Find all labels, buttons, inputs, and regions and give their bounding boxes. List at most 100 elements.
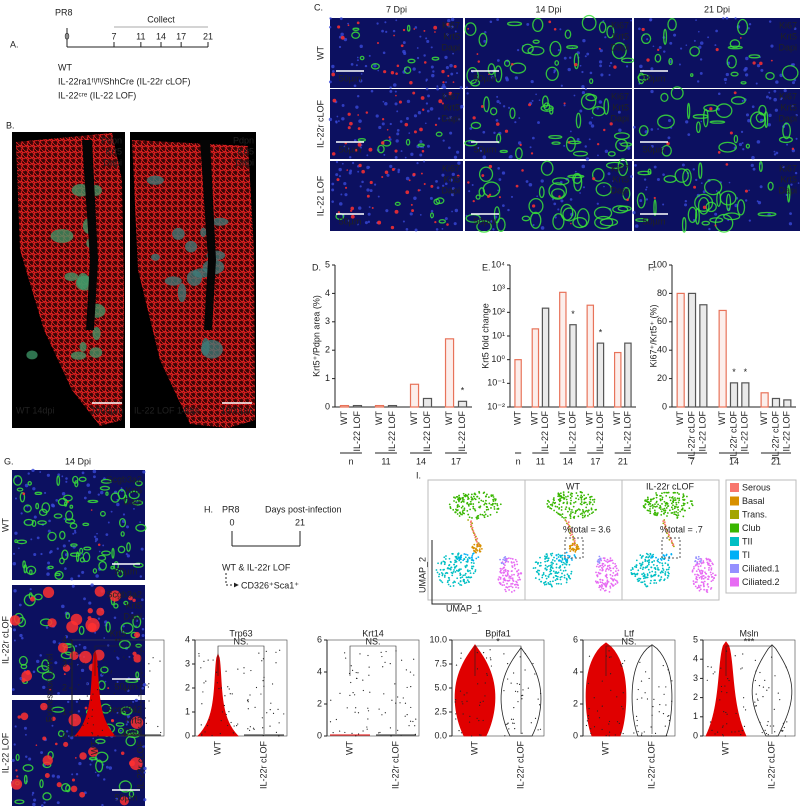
umap-cell	[457, 557, 459, 560]
umap-cell	[496, 504, 499, 507]
krt5-signal	[606, 25, 615, 39]
umap-cell	[580, 498, 583, 501]
umap-cell	[668, 566, 671, 569]
nucleus	[142, 683, 147, 687]
cell-point	[463, 694, 465, 696]
cell-point	[712, 673, 714, 675]
umap-cell	[466, 501, 469, 504]
umap-cell	[511, 566, 514, 569]
x-tick-label: WT	[339, 411, 349, 425]
umap-cell	[701, 570, 704, 573]
krt5-signal	[726, 55, 737, 69]
cell-point	[351, 732, 353, 734]
nucleus	[399, 120, 403, 123]
nucleus	[51, 774, 55, 778]
nucleus	[525, 180, 529, 183]
nucleus	[430, 65, 434, 69]
y-tick-label: 10.0	[429, 634, 447, 644]
x-tick-label: IL-22r cLOF	[766, 740, 776, 789]
cell-point	[126, 710, 128, 713]
umap-cell	[657, 560, 660, 563]
nucleus	[31, 793, 34, 796]
umap-cell	[698, 569, 701, 572]
umap-cell	[440, 562, 443, 565]
cell-point	[261, 717, 263, 719]
krt5-signal	[113, 603, 119, 609]
umap-cell	[469, 569, 471, 572]
krt5-signal	[61, 549, 69, 561]
cell-point	[262, 727, 264, 729]
umap-cell	[467, 519, 470, 521]
umap-cell	[666, 530, 668, 532]
red-signal	[79, 650, 92, 664]
umap-cell	[569, 527, 572, 530]
nucleus	[576, 138, 580, 141]
krt5-signal	[638, 125, 649, 137]
krt5-signal	[697, 196, 710, 215]
cell-point	[339, 692, 341, 694]
umap-cell	[461, 505, 464, 508]
group-label: WT & IL-22r LOF	[222, 562, 291, 572]
red-signal	[420, 96, 425, 100]
nucleus	[14, 497, 17, 500]
x-tick-label: IL-22 LOF	[387, 411, 397, 452]
panel-letter: E.	[482, 262, 491, 272]
umap-cell	[698, 585, 700, 588]
nucleus	[141, 628, 145, 631]
umap-cell	[507, 570, 510, 573]
cell-point	[207, 659, 209, 661]
umap-cell	[650, 556, 652, 559]
krt5-signal	[748, 54, 761, 59]
significance-bracket	[217, 645, 265, 734]
umap-cell	[694, 560, 696, 563]
umap-cell	[571, 509, 573, 511]
red-signal	[29, 596, 35, 602]
cell-point	[621, 705, 623, 708]
nucleus	[68, 539, 71, 542]
red-signal	[388, 136, 391, 139]
nucleus	[723, 77, 728, 82]
umap-cell	[566, 522, 568, 525]
y-tick-label: 4	[693, 654, 698, 664]
nucleus	[775, 151, 779, 155]
nucleus	[429, 107, 434, 111]
krt5-signal	[682, 168, 692, 187]
umap-cell	[440, 571, 443, 574]
umap-cell	[446, 572, 449, 575]
red-signal	[340, 35, 345, 40]
krt5-signal	[87, 499, 99, 504]
cell-point	[203, 660, 205, 662]
legend-swatch	[730, 483, 739, 492]
stain-label: Krt5	[780, 31, 797, 41]
krt5-signal	[438, 219, 446, 224]
nucleus	[339, 17, 343, 21]
cell-point	[142, 651, 144, 653]
nucleus	[715, 29, 718, 33]
red-signal	[25, 669, 31, 675]
cell-point	[668, 672, 671, 674]
nucleus	[685, 120, 689, 124]
nucleus	[454, 208, 459, 213]
umap-cell	[570, 512, 572, 515]
nucleus	[103, 637, 106, 639]
cell-point	[466, 700, 468, 702]
significance: NS.	[233, 636, 248, 646]
umap-cell	[465, 581, 468, 584]
umap-cell	[538, 569, 541, 572]
krt5-signal	[23, 504, 32, 513]
nucleus	[724, 82, 727, 84]
nucleus	[650, 128, 654, 131]
nucleus	[465, 86, 468, 89]
umap-cell	[469, 508, 472, 511]
umap-cell	[462, 500, 465, 503]
nucleus	[359, 44, 363, 49]
umap-cell	[671, 511, 674, 514]
nucleus	[684, 203, 688, 207]
umap-cell	[518, 576, 521, 579]
cell-point	[534, 673, 536, 675]
red-signal	[441, 102, 444, 105]
nucleus	[402, 220, 405, 223]
cell-point	[722, 735, 725, 737]
stain-label: Ki67	[611, 163, 629, 173]
red-signal	[548, 20, 552, 24]
